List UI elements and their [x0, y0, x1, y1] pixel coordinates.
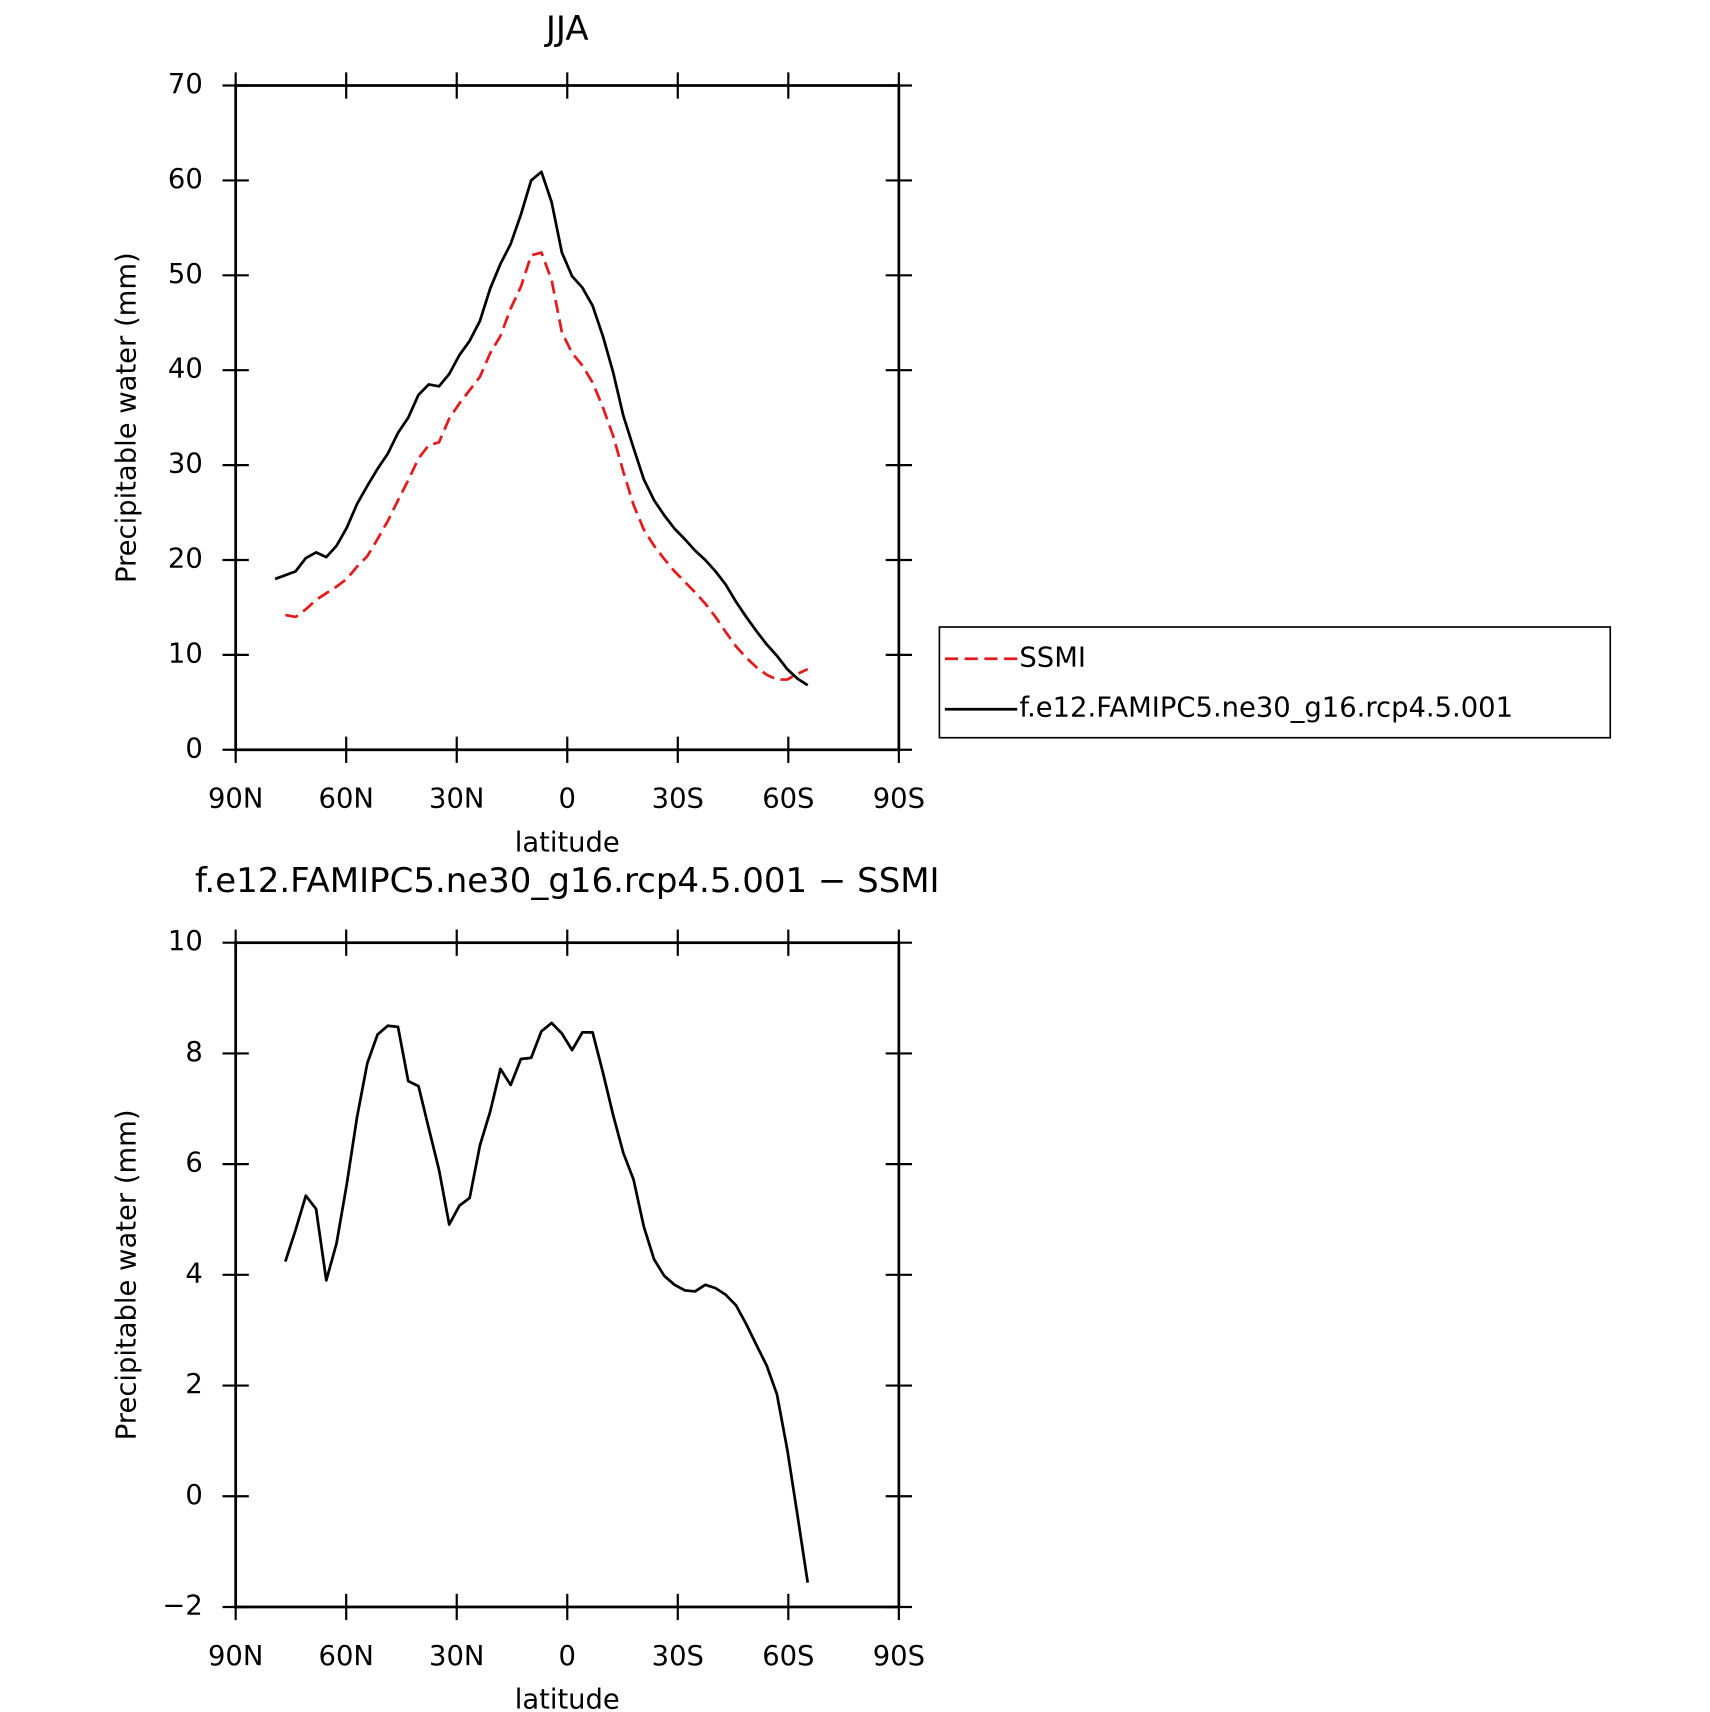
y-tick-label: 2 — [185, 1369, 202, 1400]
x-tick-label: 90S — [873, 784, 925, 815]
x-tick-label: 0 — [559, 784, 576, 815]
legend-box — [938, 626, 1612, 739]
x-axis-label: latitude — [515, 1685, 620, 1712]
legend-label: SSMI — [1019, 642, 1085, 673]
plot: f.e12.FAMIPC5.ne30_g16.rcp4.5.001 − SSMI… — [112, 861, 940, 1712]
y-tick-label: 10 — [168, 638, 203, 669]
plot-frame — [234, 941, 901, 1609]
x-tick-label: 60N — [319, 1641, 374, 1672]
y-tick-label: 60 — [168, 164, 203, 195]
x-tick-label: 60S — [762, 784, 814, 815]
y-tick-label: 70 — [168, 69, 203, 100]
x-tick-label: 30N — [429, 1641, 484, 1672]
x-tick-label: 90N — [208, 784, 263, 815]
series-line — [284, 1021, 810, 1583]
plot: JJA latitude Precipitable water (mm) 0 10 20 3… — [112, 9, 1612, 859]
x-tick-label: 90N — [208, 1641, 263, 1672]
x-tick-label: 30S — [652, 784, 704, 815]
y-tick-label: 8 — [185, 1037, 202, 1068]
x-tick-label: 0 — [559, 1641, 576, 1672]
x-tick-label: 60N — [319, 784, 374, 815]
y-tick-label: −2 — [162, 1590, 202, 1621]
series-line — [274, 170, 809, 687]
y-tick-label: 20 — [168, 543, 203, 574]
y-tick-label: 4 — [185, 1258, 202, 1289]
chart-title: JJA — [544, 9, 589, 49]
y-tick-label: 40 — [168, 354, 203, 385]
y-tick-label: 0 — [185, 1480, 202, 1511]
y-axis-label: Precipitable water (mm) — [112, 1109, 143, 1440]
y-tick-label: 0 — [185, 733, 202, 764]
x-tick-label: 60S — [762, 1641, 814, 1672]
legend-label: f.e12.FAMIPC5.ne30_g16.rcp4.5.001 — [1019, 693, 1513, 724]
x-tick-label: 30S — [652, 1641, 704, 1672]
y-axis-label: Precipitable water (mm) — [112, 252, 143, 583]
series-line — [285, 251, 809, 681]
x-tick-label: 90S — [873, 1641, 925, 1672]
y-tick-label: 30 — [168, 449, 203, 480]
plot-frame — [234, 84, 901, 752]
y-tick-label: 10 — [168, 926, 203, 957]
x-tick-label: 30N — [429, 784, 484, 815]
x-axis-label: latitude — [515, 828, 620, 859]
chart-title: f.e12.FAMIPC5.ne30_g16.rcp4.5.001 − SSMI — [195, 861, 940, 901]
y-tick-label: 50 — [168, 259, 203, 290]
y-tick-label: 6 — [185, 1148, 202, 1179]
